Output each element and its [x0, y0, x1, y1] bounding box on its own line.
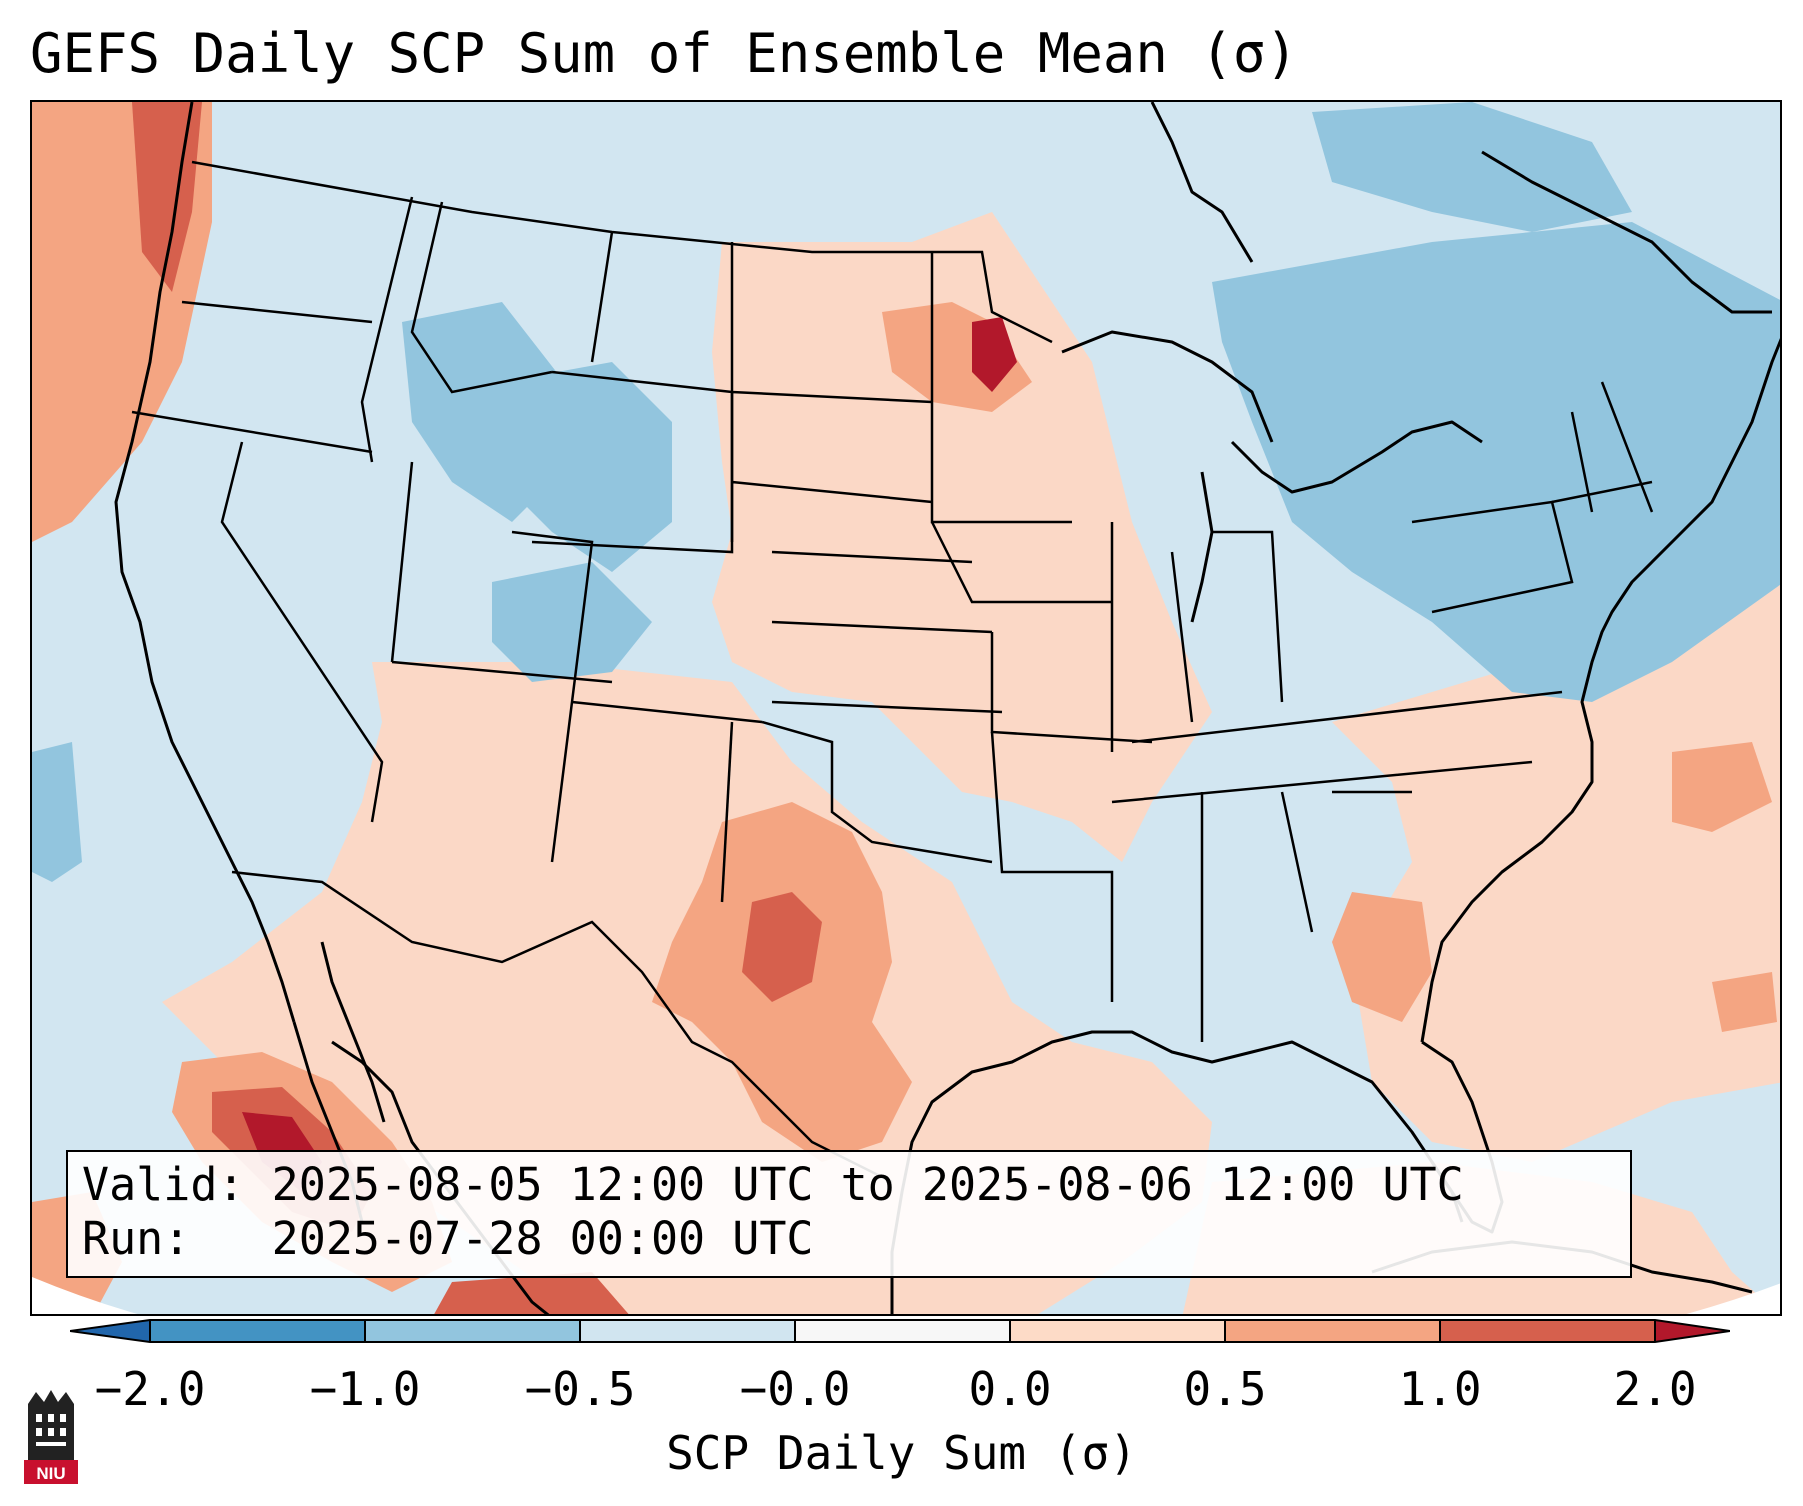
anomaly-atlantic-positive	[1332, 563, 1780, 1162]
border-dakotas	[730, 242, 933, 542]
east-coast-line	[1420, 337, 1780, 1043]
border-or-ca-nv	[131, 410, 373, 454]
colorbar-bin-6	[1225, 1320, 1440, 1342]
border-ok-tx	[761, 720, 993, 864]
colorbar-bin-3	[580, 1320, 795, 1342]
niu-logo: NIU	[24, 1390, 78, 1484]
colorbar-bin-5	[1010, 1320, 1225, 1342]
anomaly-south-mexico	[434, 1272, 629, 1314]
border-mt-nd	[590, 231, 614, 363]
anomaly-layer-negative	[32, 102, 1780, 882]
political-borders	[131, 160, 1654, 1184]
border-co-nm	[571, 700, 763, 724]
colorbar-bin-4	[795, 1320, 1010, 1342]
projection-edge-left	[32, 1277, 138, 1314]
anomaly-georgia-positive	[1332, 892, 1432, 1022]
us-mexico-border	[231, 870, 893, 1184]
anomaly-wyoming-negative	[502, 362, 672, 572]
chart-title: GEFS Daily SCP Sum of Ensemble Mean (σ)	[30, 22, 1298, 85]
anomaly-canada-negative	[1312, 102, 1632, 232]
border-wa-or	[181, 300, 373, 324]
border-midwest	[1110, 522, 1284, 752]
anomaly-pacific-negative	[32, 742, 82, 882]
tick-label-7: 1.0	[1398, 1362, 1482, 1416]
anomaly-texas-core	[742, 892, 822, 1002]
tick-label-3: −0.5	[524, 1362, 636, 1416]
tick-label-6: 0.5	[1183, 1362, 1267, 1416]
valid-label: Valid:	[82, 1158, 245, 1211]
tick-label-2: −1.0	[309, 1362, 421, 1416]
logo-banner	[24, 1460, 78, 1484]
border-pa-ny	[1411, 500, 1574, 614]
tick-label-1: −2.0	[94, 1362, 206, 1416]
logo-windows-icon	[36, 1414, 66, 1446]
tick-label-5: 0.0	[968, 1362, 1052, 1416]
anomaly-northeast-negative	[1212, 222, 1780, 702]
anomaly-plains-positive	[712, 212, 1212, 862]
border-new-england	[1551, 381, 1654, 513]
border-ut-nv	[390, 461, 414, 663]
hudson-coast-line	[1150, 102, 1772, 314]
colorbar-ticks	[149, 1320, 1656, 1342]
great-lakes-line	[1061, 330, 1483, 623]
run-label: Run:	[82, 1212, 191, 1265]
border-ca-nv	[220, 441, 384, 823]
anomaly-atlantic-spots	[1672, 742, 1777, 1032]
colorbar-bin-1	[150, 1320, 365, 1342]
anomaly-colorado-negative	[492, 562, 652, 682]
border-id	[360, 196, 414, 463]
info-box: Valid: 2025-08-05 12:00 UTC to 2025-08-0…	[66, 1150, 1632, 1278]
gulf-coast-line	[890, 1030, 1464, 1314]
border-tn-ky	[1111, 690, 1563, 804]
us-canada-border	[191, 160, 1053, 344]
border-ut-co	[511, 530, 594, 863]
valid-value: 2025-08-05 12:00 UTC to 2025-08-06 12:00…	[271, 1158, 1464, 1211]
border-ne-ks	[771, 550, 1003, 714]
map-panel	[30, 100, 1782, 1316]
run-value: 2025-07-28 00:00 UTC	[271, 1212, 814, 1265]
colorbar	[70, 1319, 1730, 1343]
west-coast-line	[114, 102, 296, 1023]
tick-label-8: 2.0	[1613, 1362, 1697, 1416]
border-ms-al-ga	[1200, 790, 1412, 1042]
border-nm-tx	[720, 721, 734, 903]
border-mt-id	[410, 201, 553, 394]
map-svg	[32, 102, 1780, 1314]
colorbar-bin-7	[1440, 1320, 1655, 1342]
logo-tower-icon	[28, 1390, 74, 1460]
colorbar-label: SCP Daily Sum (σ)	[666, 1426, 1137, 1480]
projection-edge-right	[1686, 1283, 1780, 1314]
colorbar-bin-2	[365, 1320, 580, 1342]
logo-text: NIU	[36, 1464, 65, 1483]
anomaly-minnesota-core	[972, 317, 1017, 392]
border-ar-la	[990, 731, 1114, 1002]
colorbar-extend-high	[1655, 1320, 1730, 1342]
colorbar-extend-low	[70, 1320, 150, 1342]
tick-label-4: −0.0	[739, 1362, 851, 1416]
